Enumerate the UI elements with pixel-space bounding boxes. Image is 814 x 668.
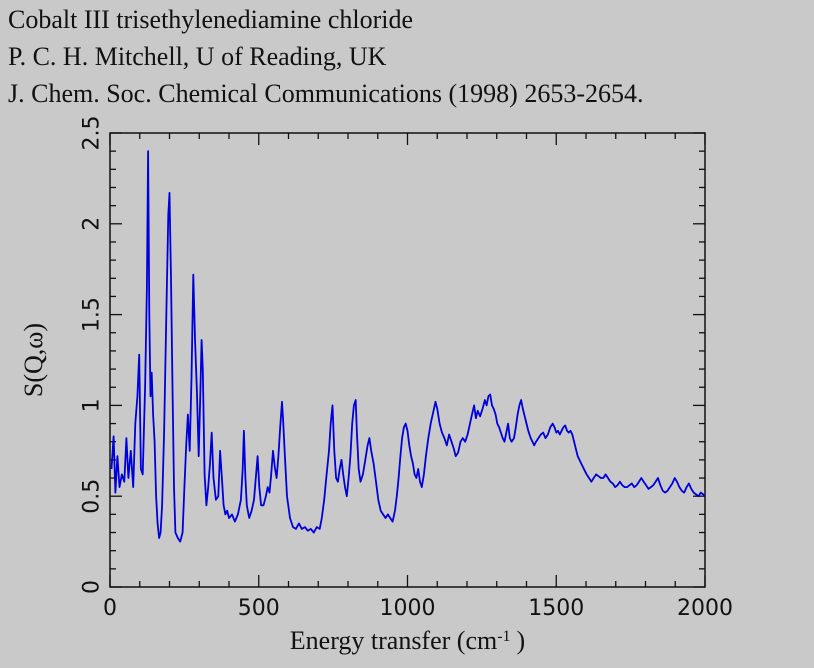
y-tick-label: 0 (80, 580, 105, 594)
x-axis-label-sup: -1 (497, 628, 510, 645)
x-tick-label: 1000 (380, 596, 436, 621)
y-tick-label: 2.5 (80, 116, 105, 151)
series-line (110, 150, 706, 543)
x-tick-label: 1500 (528, 596, 584, 621)
y-tick-label: 0.5 (80, 479, 105, 514)
chart-reference: J. Chem. Soc. Chemical Communications (1… (8, 79, 644, 108)
y-tick-label: 1 (80, 398, 105, 412)
x-tick-label: 500 (238, 596, 280, 621)
chart-title: Cobalt III trisethylenediamine chloride (8, 5, 414, 34)
y-tick-label: 2 (80, 217, 105, 231)
x-tick-label: 0 (103, 596, 117, 621)
chart-author: P. C. H. Mitchell, U of Reading, UK (8, 42, 387, 71)
x-axis-label-end: ) (517, 626, 526, 655)
x-axis-label-main: Energy transfer (cm (290, 626, 497, 655)
x-tick-label: 2000 (677, 596, 733, 621)
y-tick-label: 1.5 (80, 297, 105, 332)
y-axis-label: S(Q,ω) (19, 323, 48, 397)
axis-ticks (109, 132, 706, 588)
x-axis-label: Energy transfer (cm-1) (290, 626, 525, 655)
axis-tick-labels: 0 500 1000 1500 2000 0 0.5 1 1.5 2 2.5 (80, 116, 734, 622)
plot-frame (109, 132, 706, 588)
